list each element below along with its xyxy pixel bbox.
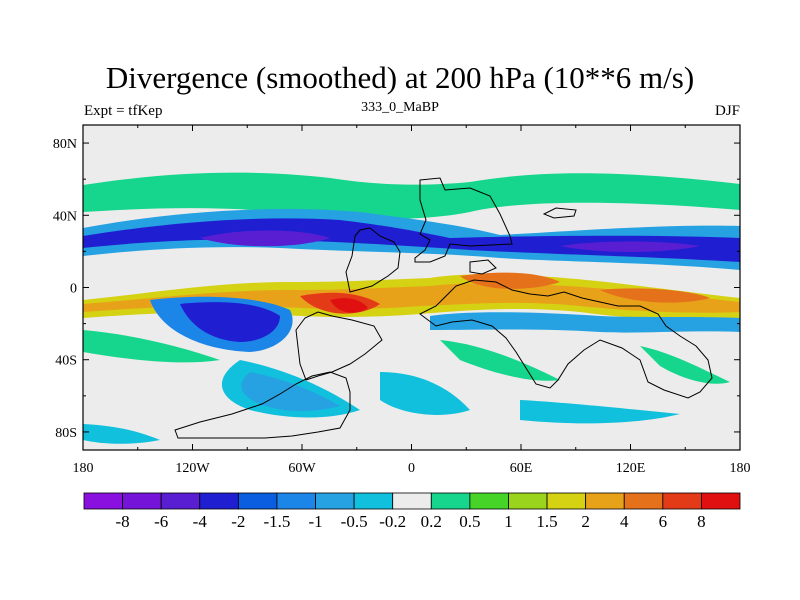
x-tick-label: 180 [730, 461, 751, 476]
divergence-field [83, 172, 740, 444]
x-tick-label: 0 [408, 461, 415, 476]
season-label: DJF [714, 103, 740, 119]
colorbar-label: -2 [231, 512, 245, 531]
coastline-outline [174, 177, 713, 439]
x-tick-label: 60E [510, 461, 533, 476]
colorbar-label: -6 [154, 512, 168, 531]
y-tick-label: 80N [53, 137, 77, 152]
colorbar-swatch [315, 492, 355, 510]
colorbar-label: 1.5 [536, 512, 557, 531]
colorbar-label: -8 [116, 512, 130, 531]
colorbar-swatch [160, 492, 201, 510]
colorbar-swatch [623, 492, 664, 510]
colorbar-swatch [353, 492, 394, 510]
colorbar-swatch [430, 492, 471, 510]
colorbar-label: -1 [308, 512, 322, 531]
colorbar-label: -1.5 [263, 512, 290, 531]
colorbar-label: 6 [659, 512, 668, 531]
colorbar-label: 0.5 [459, 512, 480, 531]
x-tick-label: 120E [616, 461, 646, 476]
colorbar-label: 0.2 [421, 512, 442, 531]
colorbar-swatch [469, 492, 509, 510]
axis-labels: 180 120W 60W 0 60E 120E 180 80N 40N 0 40S 80S [53, 137, 751, 476]
colorbar-swatch [546, 492, 587, 510]
colorbar-swatch [237, 492, 278, 510]
x-tick-label: 120W [175, 461, 210, 476]
y-tick-label: 0 [70, 282, 77, 297]
colorbar-swatch [122, 492, 162, 510]
colorbar-swatch [508, 492, 548, 510]
colorbar-swatch [701, 492, 741, 510]
colorbar-swatch [392, 492, 432, 510]
colorbar-label: -0.5 [341, 512, 368, 531]
colorbar: -8 -6 -4 -2 -1.5 -1 -0.5 -0.2 0.2 0.5 1 1.5 2 4 6 8 [83, 492, 741, 531]
y-tick-label: 40S [55, 354, 77, 369]
colorbar-swatch [83, 492, 123, 510]
colorbar-swatch [276, 492, 316, 510]
colorbar-swatch [662, 492, 702, 510]
colorbar-swatch [199, 492, 239, 510]
colorbar-label: 4 [620, 512, 629, 531]
colorbar-label: 1 [504, 512, 513, 531]
y-tick-label: 80S [55, 426, 77, 441]
y-tick-label: 40N [53, 209, 77, 224]
colorbar-swatch [585, 492, 625, 510]
experiment-label: Expt = tfKep [84, 103, 163, 119]
colorbar-label: 2 [581, 512, 590, 531]
x-tick-label: 60W [288, 461, 316, 476]
axis-ticks [82, 125, 741, 450]
x-tick-label: 180 [73, 461, 94, 476]
colorbar-label: -0.2 [379, 512, 406, 531]
colorbar-label: 8 [697, 512, 706, 531]
plot-title: Divergence (smoothed) at 200 hPa (10**6 … [105, 60, 695, 95]
case-label: 333_0_MaBP [361, 100, 439, 115]
colorbar-label: -4 [193, 512, 208, 531]
